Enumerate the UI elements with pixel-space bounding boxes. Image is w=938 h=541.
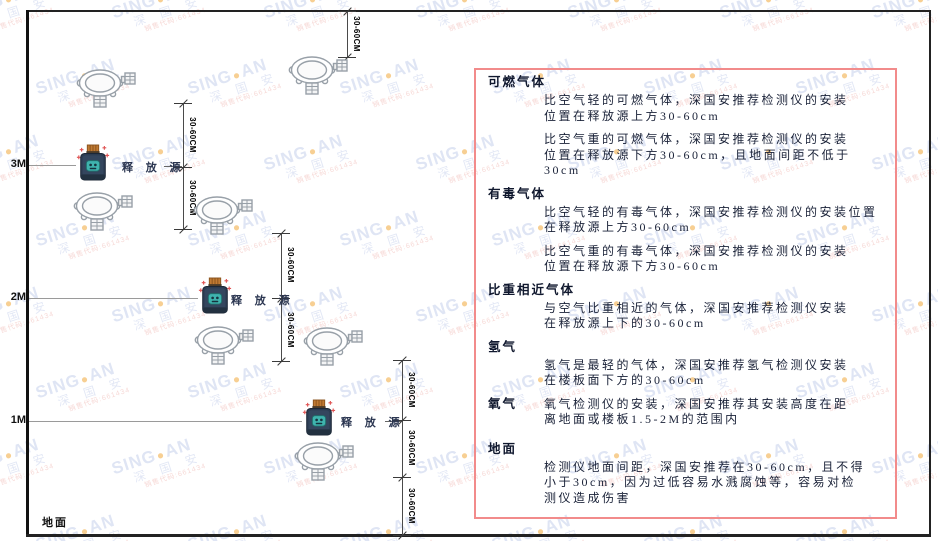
guideline-paragraph: 氧气检测仪的安装，深国安推荐其安装高度在距 离地面或楼板1.5-2M的范围内: [544, 397, 885, 428]
guideline-section: 地面检测仪地面间距，深国安推荐在30-60cm，且不得 小于30cm，因为过低容易…: [488, 442, 885, 507]
section-body: 比空气轻的有毒气体，深国安推荐检测仪的安装位置 在释放源上方30-60cm 比空气重…: [544, 205, 885, 275]
guideline-line: 在释放源上方30-60cm: [544, 220, 692, 234]
section-heading: 氧气: [488, 396, 518, 411]
gas-detector: [76, 67, 136, 111]
guideline-paragraph: 比空气重的有毒气体，深国安推荐检测仪的安装 位置在释放源下方30-60cm: [544, 244, 885, 275]
ceiling-line: [27, 10, 930, 12]
section-body: 氧气检测仪的安装，深国安推荐其安装高度在距 离地面或楼板1.5-2M的范围内: [544, 397, 885, 436]
gas-detector-icon: [303, 327, 363, 366]
height-axis-label: 3M: [10, 158, 26, 170]
dimension-line: [347, 11, 348, 57]
gas-detector: [73, 190, 133, 234]
section-heading: 氢气: [488, 339, 518, 354]
label-connector-line: [272, 298, 280, 299]
height-axis-label: 1M: [10, 414, 26, 426]
gas-detector-icon: [76, 69, 136, 108]
guideline-section: 氢气氢气是最轻的气体，深国安推荐氢气检测仪安装 在楼板面下方的30-60cm: [488, 340, 885, 389]
guideline-section: 比重相近气体与空气比重相近的气体，深国安推荐检测仪安装 在释放源上下的30-60c…: [488, 283, 885, 332]
section-body: 比空气轻的可燃气体，深国安推荐检测仪的安装 位置在释放源上方30-60cm 比空气重…: [544, 93, 885, 179]
release-source-label: 释 放 源: [231, 295, 295, 307]
section-heading: 地面: [488, 441, 518, 456]
wall-axis-line: [26, 10, 29, 537]
gas-detector: [288, 54, 348, 98]
guideline-paragraph: 比空气轻的有毒气体，深国安推荐检测仪的安装位置 在释放源上方30-60cm: [544, 205, 885, 236]
label-connector-line: [164, 166, 182, 167]
section-body: 检测仪地面间距，深国安推荐在30-60cm，且不得 小于30cm，因为过低容易水溅…: [544, 460, 885, 507]
guideline-line: 离地面或楼板1.5-2M的范围内: [544, 412, 740, 426]
section-body: 与空气比重相近的气体，深国安推荐检测仪安装 在释放源上下的30-60cm: [544, 301, 885, 332]
release-source: [197, 276, 233, 316]
guideline-line: 位置在释放源下方30-60cm，且地面间距不低于: [544, 147, 851, 162]
section-heading: 有毒气体: [488, 186, 547, 201]
section-heading: 比重相近气体: [488, 282, 576, 297]
release-source-icon: [198, 277, 232, 314]
guideline-section: 氧气 氧气检测仪的安装，深国安推荐其安装高度在距 离地面或楼板1.5-2M的范围内: [488, 397, 885, 436]
guideline-line: 在释放源上下的30-60cm: [544, 316, 706, 330]
guideline-paragraph: 与空气比重相近的气体，深国安推荐检测仪安装 在释放源上下的30-60cm: [544, 301, 885, 332]
gas-detector-icon: [194, 326, 254, 365]
guideline-line: 30cm: [544, 163, 581, 177]
height-level-line: [29, 165, 76, 166]
release-source: [75, 143, 111, 183]
guideline-line: 检测仪地面间距，深国安推荐在30-60cm，且不得: [544, 459, 866, 474]
guideline-line: 比空气重的可燃气体，深国安推荐检测仪的安装: [544, 132, 849, 146]
dimension-value-label: 30-60CM: [286, 312, 295, 348]
dimension-value-label: 30-60CM: [286, 247, 295, 283]
release-source-icon: [76, 144, 110, 181]
ground-label: 地面: [42, 517, 68, 529]
release-source-label: 释 放 源: [122, 162, 186, 174]
label-connector-line: [385, 421, 401, 422]
guideline-line: 比空气轻的可燃气体，深国安推荐检测仪的安装: [544, 93, 849, 107]
guideline-paragraph: 比空气重的可燃气体，深国安推荐检测仪的安装 位置在释放源下方30-60cm，且地面…: [544, 132, 885, 179]
guideline-paragraph: 氢气是最轻的气体，深国安推荐氢气检测仪安装 在楼板面下方的30-60cm: [544, 358, 885, 389]
gas-detector-icon: [193, 196, 253, 235]
guideline-line: 在楼板面下方的30-60cm: [544, 373, 706, 387]
height-level-line: [29, 298, 198, 299]
guideline-line: 比空气轻的有毒气体，深国安推荐检测仪的安装位置: [544, 204, 878, 219]
guideline-line: 氧气检测仪的安装，深国安推荐其安装高度在距: [544, 396, 849, 411]
guideline-section: 有毒气体比空气轻的有毒气体，深国安推荐检测仪的安装位置 在释放源上方30-60cm…: [488, 187, 885, 275]
gas-detector-icon: [294, 442, 354, 481]
guideline-section: 可燃气体比空气轻的可燃气体，深国安推荐检测仪的安装 位置在释放源上方30-60cm…: [488, 75, 885, 179]
dimension-value-label: 30-60CM: [407, 372, 416, 408]
release-source-label: 释 放 源: [341, 417, 405, 429]
height-level-line: [29, 421, 302, 422]
dimension-value-label: 30-60CM: [407, 488, 416, 524]
height-axis-label: 2M: [10, 291, 26, 303]
guideline-line: 氢气是最轻的气体，深国安推荐氢气检测仪安装: [544, 357, 849, 372]
guideline-line: 位置在释放源下方30-60cm: [544, 259, 721, 273]
guideline-line: 比空气重的有毒气体，深国安推荐检测仪的安装: [544, 243, 849, 258]
release-source: [301, 398, 337, 438]
dimension-line: [402, 360, 403, 535]
guidelines-panel: 可燃气体比空气轻的可燃气体，深国安推荐检测仪的安装 位置在释放源上方30-60cm…: [474, 68, 897, 519]
gas-detector: [303, 325, 363, 369]
guideline-line: 位置在释放源上方30-60cm: [544, 108, 721, 123]
gas-detector: [194, 324, 254, 368]
guideline-line: 小于30cm，因为过低容易水溅腐蚀等，容易对检: [544, 475, 857, 489]
dimension-value-label: 30-60CM: [188, 117, 197, 153]
gas-detector: [294, 440, 354, 484]
gas-detector-icon: [73, 192, 133, 231]
dimension-value-label: 30-60CM: [407, 430, 416, 466]
guideline-paragraph: 检测仪地面间距，深国安推荐在30-60cm，且不得 小于30cm，因为过低容易水溅…: [544, 460, 885, 507]
guideline-line: 测仪造成伤害: [544, 490, 632, 505]
section-heading: 可燃气体: [488, 75, 547, 89]
section-body: 氢气是最轻的气体，深国安推荐氢气检测仪安装 在楼板面下方的30-60cm: [544, 358, 885, 389]
release-source-icon: [302, 399, 336, 436]
guideline-paragraph: 比空气轻的可燃气体，深国安推荐检测仪的安装 位置在释放源上方30-60cm: [544, 93, 885, 124]
dimension-value-label: 30-60CM: [352, 16, 361, 52]
right-border-line: [929, 10, 931, 537]
ground-line: [26, 534, 931, 537]
guideline-line: 与空气比重相近的气体，深国安推荐检测仪安装: [544, 300, 849, 315]
guidelines-sections: 可燃气体比空气轻的可燃气体，深国安推荐检测仪的安装 位置在释放源上方30-60cm…: [488, 75, 885, 506]
gas-detector-icon: [288, 56, 348, 95]
gas-detector: [193, 194, 253, 238]
